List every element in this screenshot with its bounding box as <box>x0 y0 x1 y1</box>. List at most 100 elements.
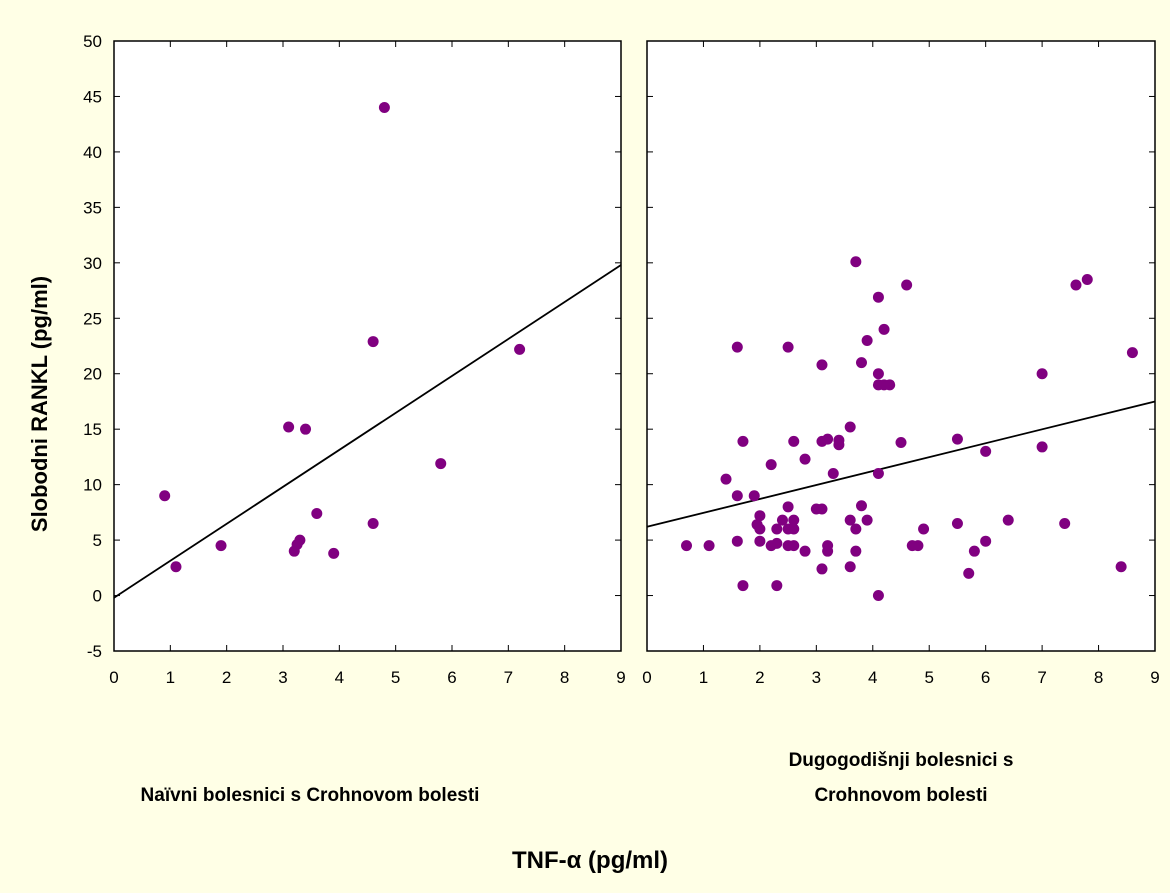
x-tick-label: 4 <box>335 668 344 687</box>
x-tick-label: 3 <box>812 668 821 687</box>
y-tick-label: 45 <box>83 87 102 106</box>
y-tick-label: 5 <box>93 531 102 550</box>
data-point <box>737 580 749 592</box>
data-point <box>844 514 856 526</box>
x-tick-label: 2 <box>222 668 231 687</box>
y-tick-label: 50 <box>83 32 102 51</box>
data-point <box>822 545 834 557</box>
data-point <box>776 514 788 526</box>
data-point <box>731 535 743 547</box>
plot-area-0 <box>113 40 622 652</box>
x-tick-label: 2 <box>755 668 764 687</box>
data-point <box>884 379 896 391</box>
data-point <box>170 561 182 573</box>
data-point <box>912 540 924 552</box>
data-point <box>328 547 340 559</box>
data-point <box>895 436 907 448</box>
data-point <box>311 507 323 519</box>
data-point <box>861 514 873 526</box>
data-point <box>963 567 975 579</box>
data-point <box>1036 368 1048 380</box>
data-point <box>737 435 749 447</box>
data-point <box>771 580 783 592</box>
data-point <box>748 490 760 502</box>
data-point <box>771 537 783 549</box>
x-tick-label: 8 <box>560 668 569 687</box>
data-point <box>215 540 227 552</box>
data-point <box>850 545 862 557</box>
y-tick-label: 0 <box>93 587 102 606</box>
x-tick-label: 5 <box>391 668 400 687</box>
x-tick-label: 6 <box>447 668 456 687</box>
data-point <box>367 336 379 348</box>
data-point <box>159 490 171 502</box>
data-point <box>980 535 992 547</box>
data-point <box>951 517 963 529</box>
x-axis-title: TNF-α (pg/ml) <box>512 847 668 874</box>
regression-line <box>646 400 1156 528</box>
data-point <box>850 256 862 268</box>
panel-long-term: 0 1 2 3 4 5 6 7 8 9 <box>642 40 1160 687</box>
data-point <box>872 291 884 303</box>
data-point <box>872 368 884 380</box>
data-point <box>731 490 743 502</box>
x-tick-label: 4 <box>868 668 877 687</box>
y-tick-label: 20 <box>83 365 102 384</box>
data-point <box>1115 561 1127 573</box>
data-point <box>872 468 884 480</box>
data-point <box>300 423 312 435</box>
data-point <box>980 445 992 457</box>
data-point <box>918 523 930 535</box>
data-point <box>681 540 693 552</box>
data-point <box>1002 514 1014 526</box>
data-point <box>754 535 766 547</box>
y-tick-label: 25 <box>83 309 102 328</box>
data-point <box>782 341 794 353</box>
x-tick-label: 9 <box>616 668 625 687</box>
x-tick-label: 6 <box>981 668 990 687</box>
y-tick-label: 15 <box>83 420 102 439</box>
panel-label-left: Naïvni bolesnici s Crohnovom bolesti <box>141 785 480 806</box>
x-tick-label: 1 <box>699 668 708 687</box>
data-point <box>816 563 828 575</box>
data-point <box>771 523 783 535</box>
x-tick-label: 7 <box>504 668 513 687</box>
y-tick-label: 10 <box>83 476 102 495</box>
y-tick-label: -5 <box>87 642 102 661</box>
data-point <box>855 500 867 512</box>
x-tick-label: 1 <box>166 668 175 687</box>
y-tick-label: 40 <box>83 143 102 162</box>
data-point <box>827 468 839 480</box>
x-tick-label: 7 <box>1037 668 1046 687</box>
data-point <box>850 523 862 535</box>
data-point <box>788 435 800 447</box>
x-tick-label: 8 <box>1094 668 1103 687</box>
y-axis-title: Slobodni RANKL (pg/ml) <box>27 276 52 532</box>
data-point <box>754 523 766 535</box>
data-point <box>901 279 913 291</box>
data-point <box>788 514 800 526</box>
data-point <box>367 517 379 529</box>
data-point <box>514 343 526 355</box>
y-tick-label: 35 <box>83 198 102 217</box>
data-point <box>703 540 715 552</box>
data-point <box>765 459 777 471</box>
data-point <box>844 421 856 433</box>
data-point <box>816 503 828 515</box>
data-point <box>855 357 867 369</box>
data-point <box>1070 279 1082 291</box>
x-tick-label: 3 <box>278 668 287 687</box>
data-point <box>731 341 743 353</box>
data-point <box>782 501 794 513</box>
data-point <box>294 534 306 546</box>
panel-label-right-line2: Crohnovom bolesti <box>814 785 987 806</box>
data-point <box>951 433 963 445</box>
data-point <box>878 323 890 335</box>
plot-area-1 <box>646 40 1156 652</box>
panel-label-right-line1: Dugogodišnji bolesnici s <box>789 750 1014 771</box>
data-point <box>822 433 834 445</box>
data-point <box>799 545 811 557</box>
